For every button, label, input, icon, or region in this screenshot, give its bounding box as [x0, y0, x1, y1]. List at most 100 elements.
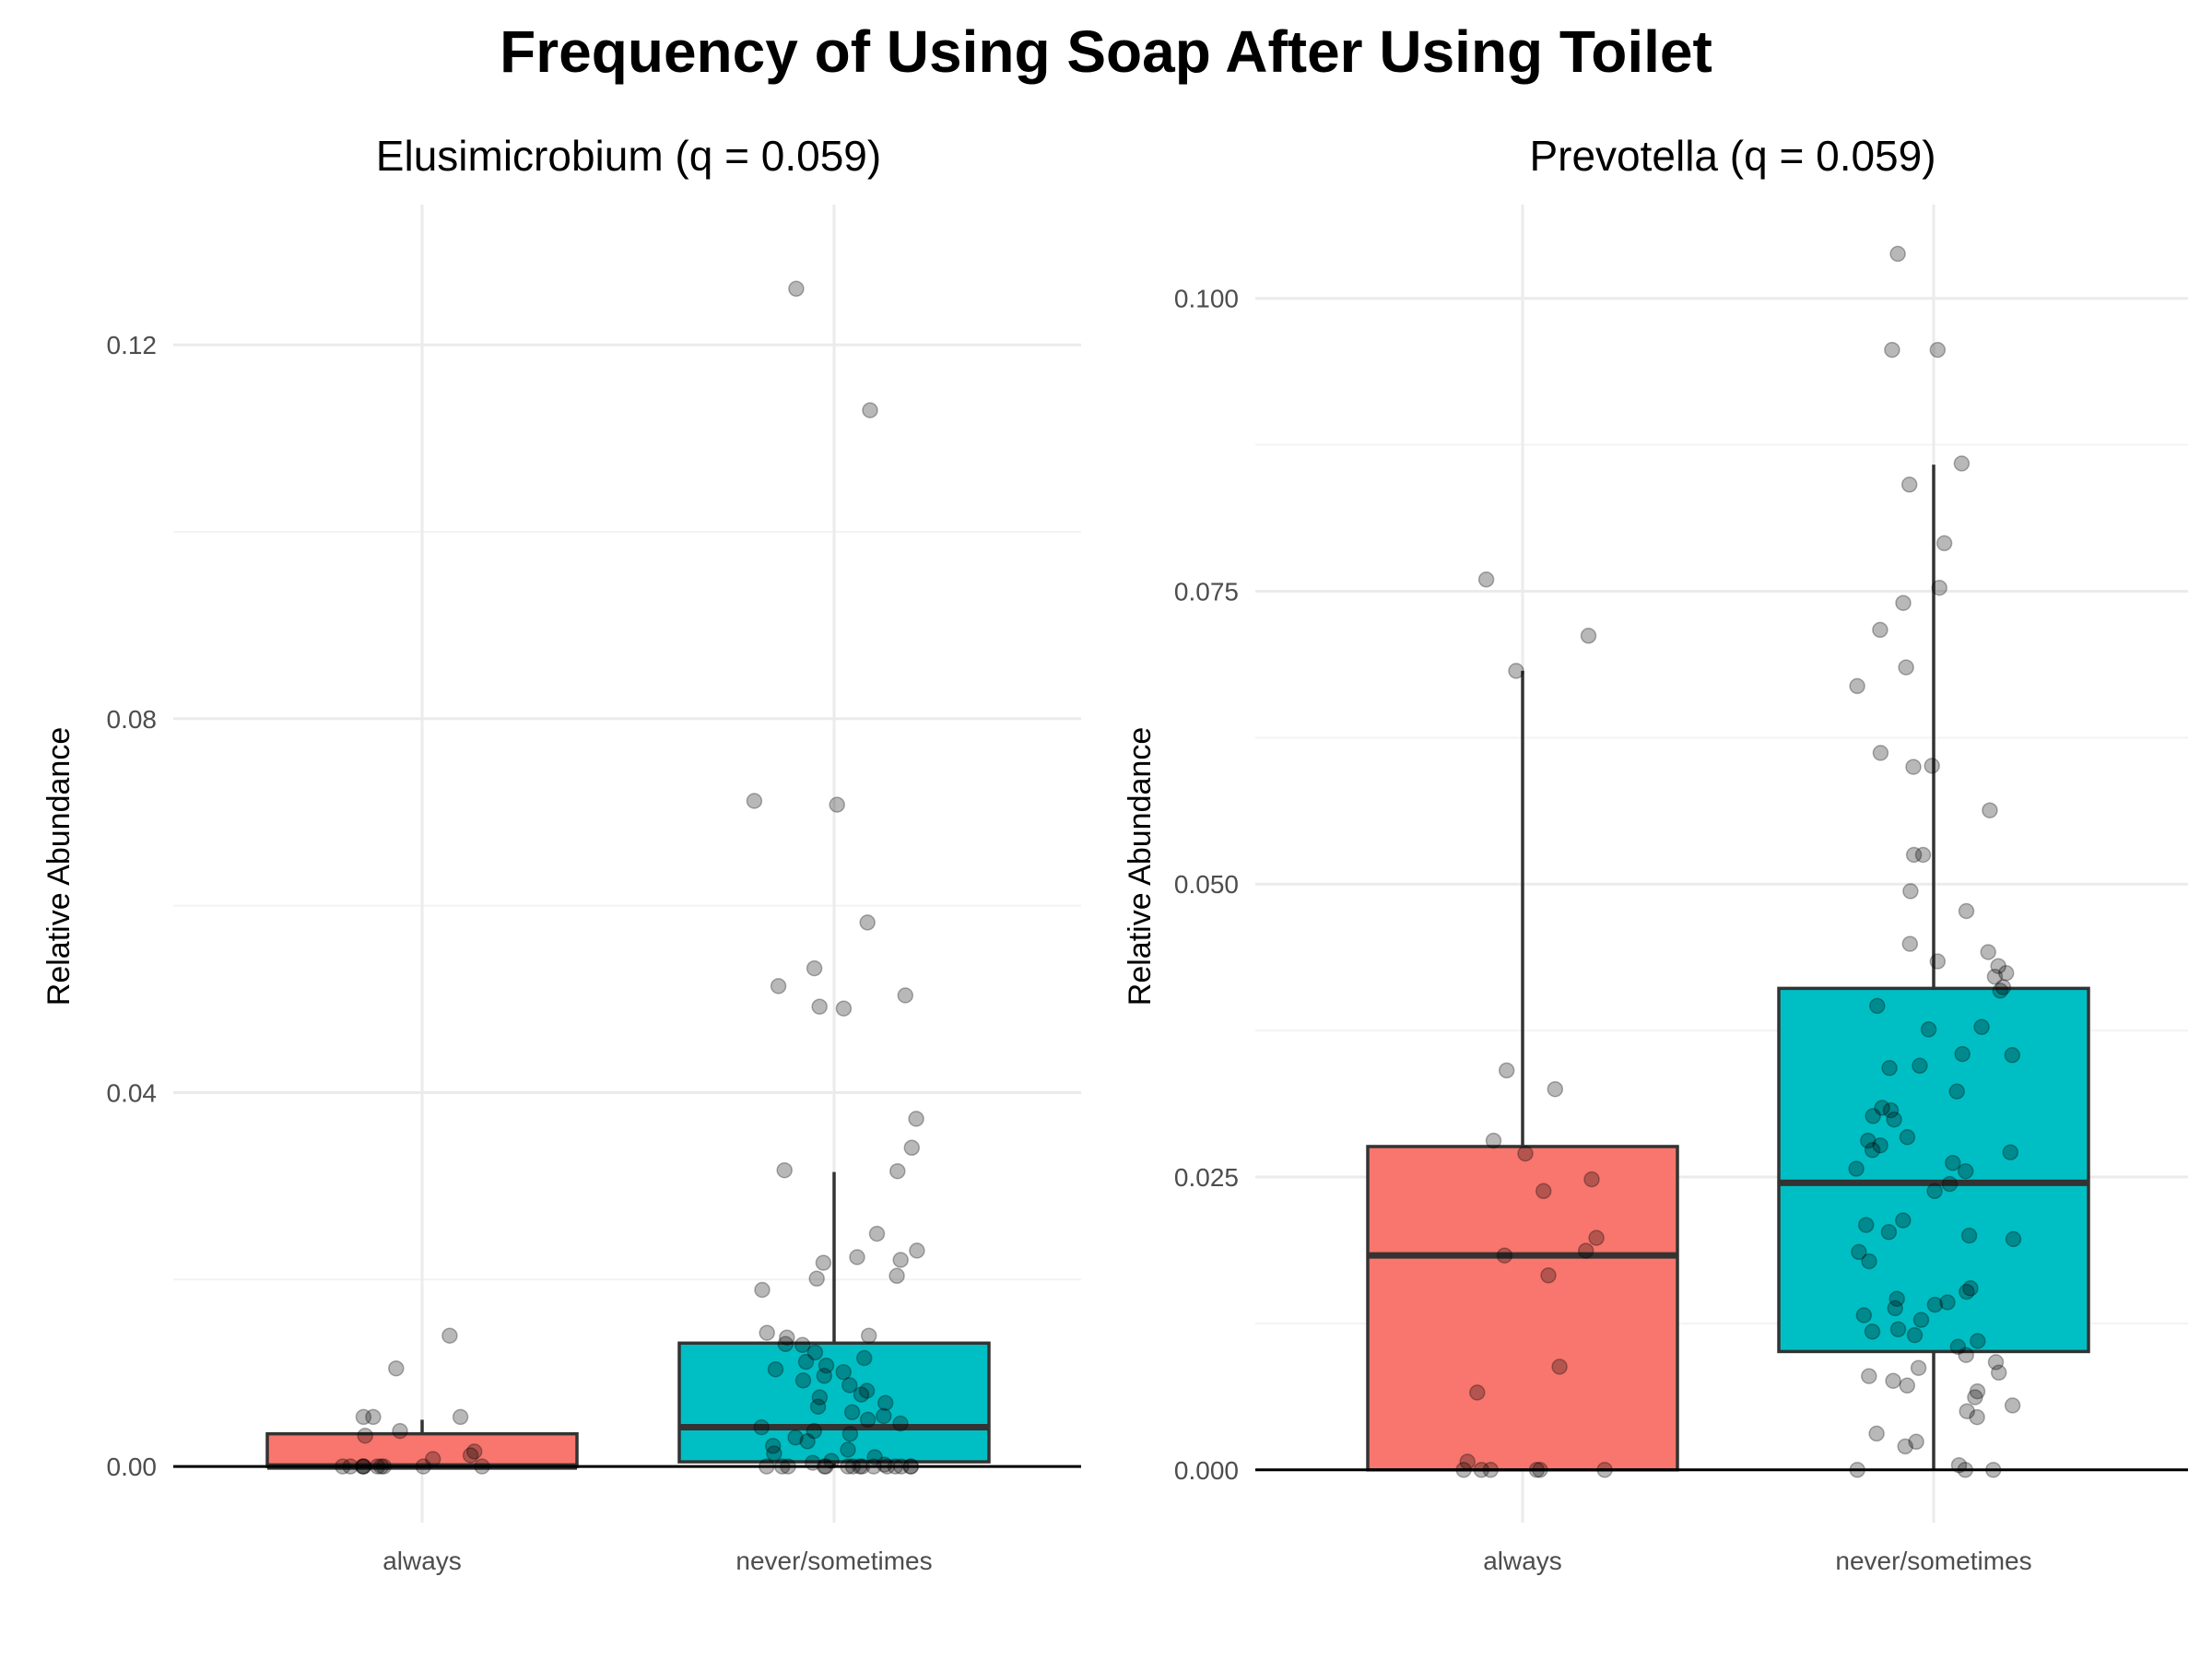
point-always: [1547, 1080, 1564, 1098]
point-never-sometimes: [766, 1445, 782, 1462]
point-never-sometimes: [1864, 1142, 1881, 1159]
point-never-sometimes: [777, 1335, 794, 1353]
point-never-sometimes: [788, 280, 805, 298]
point-never-sometimes: [1994, 979, 2012, 995]
point-never-sometimes: [1954, 1045, 1971, 1063]
point-never-sometimes: [1851, 1243, 1867, 1261]
point-never-sometimes: [897, 987, 914, 1004]
point-always: [1508, 663, 1524, 679]
point-never-sometimes: [862, 402, 878, 418]
panel-prevotella: Prevotella (q = 0.059) Relative Abundanc…: [1123, 132, 2188, 1575]
point-always: [392, 1422, 408, 1440]
point-never-sometimes: [892, 1252, 909, 1268]
point-never-sometimes: [1902, 883, 1919, 900]
point-never-sometimes: [859, 914, 876, 931]
point-always: [388, 1359, 405, 1377]
point-never-sometimes: [806, 1344, 824, 1361]
point-never-sometimes: [1849, 677, 1865, 695]
point-never-sometimes: [779, 1329, 795, 1346]
point-never-sometimes: [1861, 1368, 1877, 1384]
point-never-sometimes: [843, 1404, 861, 1421]
point-never-sometimes: [835, 1000, 853, 1017]
point-never-sometimes: [1898, 659, 1914, 676]
point-never-sometimes: [840, 1441, 856, 1458]
point-never-sometimes: [841, 1377, 858, 1394]
point-always: [1469, 1384, 1486, 1401]
point-never-sometimes: [1899, 1377, 1916, 1394]
figure-title: Frequency of Using Soap After Using Toil…: [500, 18, 1712, 85]
point-never-sometimes: [1980, 944, 1996, 960]
point-never-sometimes: [811, 998, 828, 1015]
point-never-sometimes: [1861, 1253, 1877, 1270]
point-never-sometimes: [1912, 1312, 1930, 1328]
point-always: [424, 1451, 441, 1467]
point-never-sometimes: [1931, 579, 1947, 596]
point-never-sometimes: [866, 1449, 883, 1465]
point-always: [1535, 1182, 1552, 1200]
point-never-sometimes: [1959, 1283, 1975, 1300]
point-never-sometimes: [1969, 1382, 1986, 1400]
point-always: [1517, 1145, 1534, 1162]
point-never-sometimes: [1953, 455, 1971, 472]
y-axis-label: Relative Abundance: [41, 727, 76, 1006]
point-never-sometimes: [1957, 1162, 1974, 1180]
point-never-sometimes: [767, 1360, 784, 1378]
point-never-sometimes: [1887, 1300, 1903, 1317]
point-never-sometimes: [1910, 1359, 1927, 1376]
point-never-sometimes: [1992, 982, 2009, 999]
box-never-sometimes: [677, 1341, 991, 1464]
point-never-sometimes: [1905, 759, 1922, 775]
point-never-sometimes: [1901, 935, 1919, 952]
point-never-sometimes: [1899, 1129, 1916, 1146]
point-never-sometimes: [776, 1161, 793, 1179]
y-tick-label: 0.075: [1174, 577, 1239, 606]
point-never-sometimes: [815, 1254, 832, 1271]
point-never-sometimes: [841, 1425, 859, 1442]
point-never-sometimes: [860, 1327, 877, 1344]
point-never-sometimes: [1848, 1160, 1865, 1177]
point-always: [365, 1408, 382, 1426]
point-always: [1477, 571, 1495, 588]
point-never-sometimes: [1881, 1060, 1898, 1077]
point-never-sometimes: [1973, 1018, 1990, 1036]
x-tick-label: never/sometimes: [1835, 1547, 2031, 1575]
point-never-sometimes: [876, 1407, 892, 1425]
point-never-sometimes: [1880, 1224, 1898, 1241]
point-never-sometimes: [2002, 1144, 2019, 1161]
data-points: [1455, 245, 2022, 1478]
point-never-sometimes: [1970, 1333, 1986, 1349]
point-never-sometimes: [1874, 1100, 1890, 1116]
point-never-sometimes: [835, 1363, 852, 1381]
point-never-sometimes: [1868, 1425, 1885, 1442]
point-never-sometimes: [888, 1267, 905, 1285]
point-never-sometimes: [1945, 1155, 1961, 1171]
y-tick-label: 0.000: [1174, 1456, 1239, 1485]
point-never-sometimes: [1920, 1021, 1937, 1038]
point-never-sometimes: [818, 1357, 835, 1374]
point-never-sometimes: [853, 1386, 870, 1403]
point-never-sometimes: [1941, 1175, 1959, 1193]
point-always: [1577, 1242, 1594, 1259]
point-never-sometimes: [809, 1398, 827, 1415]
point-never-sometimes: [1936, 535, 1953, 552]
point-always: [1540, 1267, 1557, 1284]
point-never-sometimes: [909, 1242, 925, 1259]
point-never-sometimes: [2005, 1230, 2022, 1248]
point-never-sometimes: [1997, 965, 2015, 982]
point-never-sometimes: [858, 1382, 876, 1399]
y-axis-label: Relative Abundance: [1123, 727, 1158, 1006]
point-never-sometimes: [1929, 953, 1947, 970]
point-never-sometimes: [753, 1418, 770, 1436]
point-never-sometimes: [1912, 1057, 1928, 1075]
point-never-sometimes: [1939, 1294, 1956, 1311]
point-never-sometimes: [1929, 341, 1947, 359]
point-never-sometimes: [855, 1349, 873, 1367]
tick-labels: 0.000 0.025 0.050 0.075 0.100 always never/som…: [1174, 285, 2032, 1575]
point-never-sometimes: [1967, 1389, 1983, 1406]
point-always: [462, 1447, 479, 1464]
point-never-sometimes: [1908, 1433, 1924, 1451]
point-never-sometimes: [2004, 1047, 2021, 1064]
point-never-sometimes: [1900, 477, 1918, 493]
point-never-sometimes: [787, 1429, 804, 1446]
